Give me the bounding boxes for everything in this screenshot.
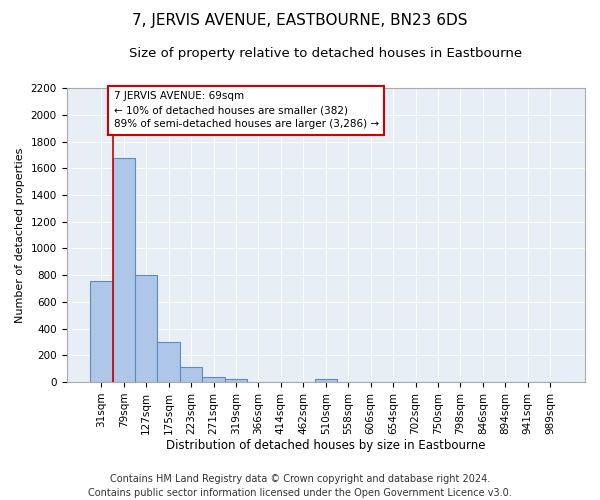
Bar [113,158,135,382]
Text: 7 JERVIS AVENUE: 69sqm
← 10% of detached houses are smaller (382)
89% of semi-de: 7 JERVIS AVENUE: 69sqm ← 10% of detached… [113,92,379,130]
Bar [202,378,225,382]
Bar [225,379,247,382]
Title: Size of property relative to detached houses in Eastbourne: Size of property relative to detached ho… [129,48,523,60]
Bar [180,366,202,382]
Bar [90,280,113,382]
X-axis label: Distribution of detached houses by size in Eastbourne: Distribution of detached houses by size … [166,440,485,452]
Text: Contains HM Land Registry data © Crown copyright and database right 2024.
Contai: Contains HM Land Registry data © Crown c… [88,474,512,498]
Bar [314,379,337,382]
Bar [157,342,180,382]
Bar [135,275,157,382]
Text: 7, JERVIS AVENUE, EASTBOURNE, BN23 6DS: 7, JERVIS AVENUE, EASTBOURNE, BN23 6DS [132,12,468,28]
Y-axis label: Number of detached properties: Number of detached properties [15,148,25,323]
